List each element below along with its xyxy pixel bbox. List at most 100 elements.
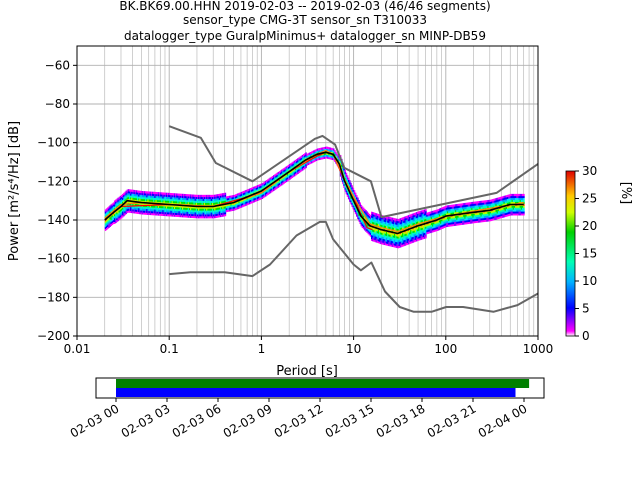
heatmap-cell — [163, 206, 166, 209]
heatmap-cell — [384, 243, 387, 246]
heatmap-cell — [269, 181, 272, 184]
heatmap-cell — [184, 195, 186, 199]
heatmap-cell — [415, 235, 418, 238]
heatmap-cell — [216, 200, 219, 203]
heatmap-cell — [383, 225, 386, 228]
heatmap-cell — [372, 239, 374, 242]
heatmap-cell — [419, 228, 421, 231]
heatmap-cell — [374, 220, 376, 223]
heatmap-cell — [411, 219, 413, 222]
heatmap-cell — [381, 222, 383, 226]
heatmap-cell — [485, 204, 487, 207]
heatmap-cell — [122, 213, 124, 216]
heatmap-cell — [124, 199, 126, 202]
heatmap-cell — [397, 228, 400, 231]
heatmap-cell — [181, 209, 184, 212]
heatmap-cell — [127, 200, 130, 203]
heatmap-cell — [451, 212, 454, 215]
heatmap-cell — [173, 199, 176, 202]
heatmap-cell — [288, 176, 290, 179]
heatmap-cell — [193, 200, 196, 203]
heatmap-cell — [415, 231, 418, 234]
heatmap-cell — [217, 213, 220, 216]
heatmap-cell — [417, 211, 419, 214]
heatmap-cell — [398, 243, 401, 247]
heatmap-cell — [308, 160, 311, 163]
heatmap-cell — [437, 208, 440, 212]
heatmap-cell — [169, 214, 171, 217]
heatmap-cell — [372, 231, 374, 234]
heatmap-cell — [200, 206, 202, 209]
heatmap-cell — [521, 199, 524, 202]
heatmap-cell — [256, 194, 259, 198]
heatmap-cell — [404, 220, 406, 223]
heatmap-cell — [472, 219, 474, 222]
heatmap-cell — [508, 206, 510, 209]
heatmap-cell — [418, 236, 420, 239]
heatmap-cell — [488, 213, 491, 216]
heatmap-cell — [225, 204, 228, 207]
heatmap-cell — [497, 214, 500, 218]
heatmap-cell — [437, 228, 440, 231]
heatmap-cell — [187, 205, 190, 209]
heatmap-cell — [262, 193, 265, 197]
heatmap-cell — [521, 205, 524, 208]
heatmap-cell — [377, 223, 380, 226]
heatmap-cell — [512, 195, 515, 199]
heatmap-cell — [346, 179, 349, 182]
heatmap-cell — [140, 196, 143, 199]
heatmap-cell — [477, 220, 479, 223]
heatmap-cell — [315, 149, 318, 152]
heatmap-cell — [217, 194, 220, 197]
heatmap-cell — [145, 212, 147, 215]
heatmap-cell — [319, 149, 321, 153]
heatmap-cell — [448, 220, 450, 223]
heatmap-cell — [508, 211, 510, 215]
heatmap-cell — [209, 208, 212, 211]
heatmap-cell — [224, 200, 227, 203]
heatmap-cell — [185, 211, 187, 214]
heatmap-cell — [125, 198, 128, 201]
heatmap-cell — [410, 237, 412, 240]
heatmap-cell — [394, 243, 396, 246]
heatmap-cell — [368, 229, 371, 232]
heatmap-cell — [403, 234, 405, 237]
heatmap-cell — [354, 196, 357, 199]
heatmap-cell — [458, 221, 461, 224]
heatmap-cell — [225, 198, 228, 201]
heatmap-cell — [485, 219, 487, 222]
heatmap-cell — [218, 199, 221, 202]
heatmap-cell — [195, 202, 198, 205]
heatmap-cell — [179, 199, 182, 202]
heatmap-cell — [369, 215, 372, 218]
heatmap-cell — [490, 201, 493, 204]
heatmap-cell — [422, 219, 425, 222]
colorbar-tick-label: 30 — [582, 164, 597, 178]
heatmap-cell — [190, 198, 192, 201]
heatmap-cell — [275, 177, 277, 180]
heatmap-cell — [493, 216, 495, 219]
heatmap-cell — [238, 204, 240, 207]
heatmap-cell — [473, 215, 476, 218]
heatmap-cell — [404, 226, 406, 229]
heatmap-cell — [404, 237, 406, 240]
heatmap-cell — [149, 207, 152, 210]
heatmap-cell — [290, 165, 292, 168]
heatmap-cell — [466, 204, 469, 207]
heatmap-cell — [406, 225, 409, 228]
heatmap-cell — [232, 202, 235, 206]
heatmap-cell — [471, 213, 473, 216]
heatmap-cell — [412, 213, 415, 216]
heatmap-cell — [518, 195, 521, 199]
heatmap-cell — [155, 197, 158, 201]
heatmap-cell — [511, 205, 514, 208]
heatmap-cell — [436, 226, 439, 230]
heatmap-cell — [137, 192, 139, 195]
heatmap-cell — [504, 209, 507, 212]
heatmap-cell — [273, 177, 275, 180]
heatmap-cell — [436, 222, 439, 226]
heatmap-cell — [168, 212, 170, 215]
heatmap-cell — [410, 231, 412, 234]
heatmap-cell — [400, 223, 403, 226]
